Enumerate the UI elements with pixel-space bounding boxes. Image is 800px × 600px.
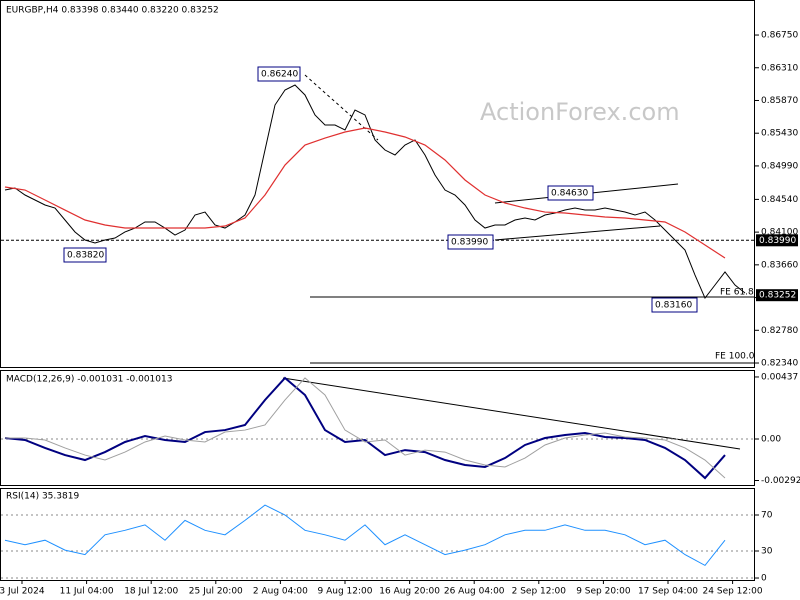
y-tick-label: 0.86750 <box>761 31 798 41</box>
x-tick-label: 2 Aug 04:00 <box>253 587 308 597</box>
y-tick-label: 0.86310 <box>761 63 798 73</box>
annotation: 0.86240 <box>261 70 298 80</box>
y-tick-label: 0.84540 <box>761 195 798 205</box>
y-tick-label: 0.84100 <box>761 228 798 238</box>
level-label: 0.83990 <box>759 236 796 246</box>
level-box <box>756 234 798 247</box>
y-tick-label: 0 <box>761 574 767 584</box>
annotation-box <box>63 247 107 263</box>
rsi-panel <box>0 488 755 581</box>
x-tick-label: 16 Aug 20:00 <box>379 587 440 597</box>
annotation: 0.83820 <box>67 251 104 261</box>
annotation: 0.84630 <box>551 189 588 199</box>
y-tick-label: 0.82780 <box>761 326 798 336</box>
annotation: 0.83160 <box>655 301 692 311</box>
y-tick-label: 0.85870 <box>761 96 798 106</box>
macd-title: MACD(12,26,9) -0.001031 -0.001013 <box>6 375 172 385</box>
y-tick-label: 0.00 <box>761 435 781 445</box>
y-tick-label: 0.84990 <box>761 161 798 171</box>
annotation-box <box>447 234 494 250</box>
series-line <box>4 376 726 480</box>
y-tick-label: 0.83660 <box>761 260 798 270</box>
y-tick-label: 0.82340 <box>761 359 798 369</box>
annotation: 0.83990 <box>451 238 488 248</box>
x-tick-label: 11 Jul 04:00 <box>60 587 114 597</box>
trend-line <box>304 74 379 141</box>
annotation: FE 100.0 <box>715 352 755 362</box>
channel-line <box>494 225 661 241</box>
y-tick-label: 70 <box>761 511 773 521</box>
watermark: ActionForex.com <box>480 98 680 126</box>
y-tick-label: -0.002922 <box>761 476 800 486</box>
x-tick-label: 9 Sep 20:00 <box>576 587 631 597</box>
main-panel <box>0 0 755 368</box>
series-line <box>4 127 726 259</box>
x-tick-label: 25 Jul 20:00 <box>189 587 243 597</box>
annotation-box <box>547 185 594 201</box>
x-tick-label: 24 Sep 12:00 <box>703 587 763 597</box>
annotation-box <box>651 297 698 313</box>
annotation-box <box>257 66 301 82</box>
rsi-title: RSI(14) 35.3819 <box>6 492 79 502</box>
series-line <box>4 504 726 567</box>
y-tick-label: 30 <box>761 547 773 557</box>
annotation: FE 61.8 <box>720 288 754 298</box>
x-tick-label: 9 Aug 12:00 <box>318 587 373 597</box>
series-line <box>4 84 746 299</box>
x-tick-label: 3 Jul 2024 <box>0 587 45 597</box>
x-tick-label: 17 Sep 04:00 <box>638 587 698 597</box>
x-tick-label: 18 Jul 12:00 <box>124 587 178 597</box>
series-line <box>5 377 726 479</box>
macd-panel <box>0 370 755 486</box>
x-tick-label: 26 Aug 04:00 <box>444 587 505 597</box>
level-box <box>756 289 798 302</box>
header: EURGBP,H4 0.83398 0.83440 0.83220 0.8325… <box>6 6 219 16</box>
y-tick-label: 0.00437 <box>761 372 798 382</box>
level-label: 0.83252 <box>759 291 796 301</box>
macd-trend-line <box>282 377 741 450</box>
x-tick-label: 2 Sep 12:00 <box>512 587 567 597</box>
y-tick-label: 0.85430 <box>761 129 798 139</box>
